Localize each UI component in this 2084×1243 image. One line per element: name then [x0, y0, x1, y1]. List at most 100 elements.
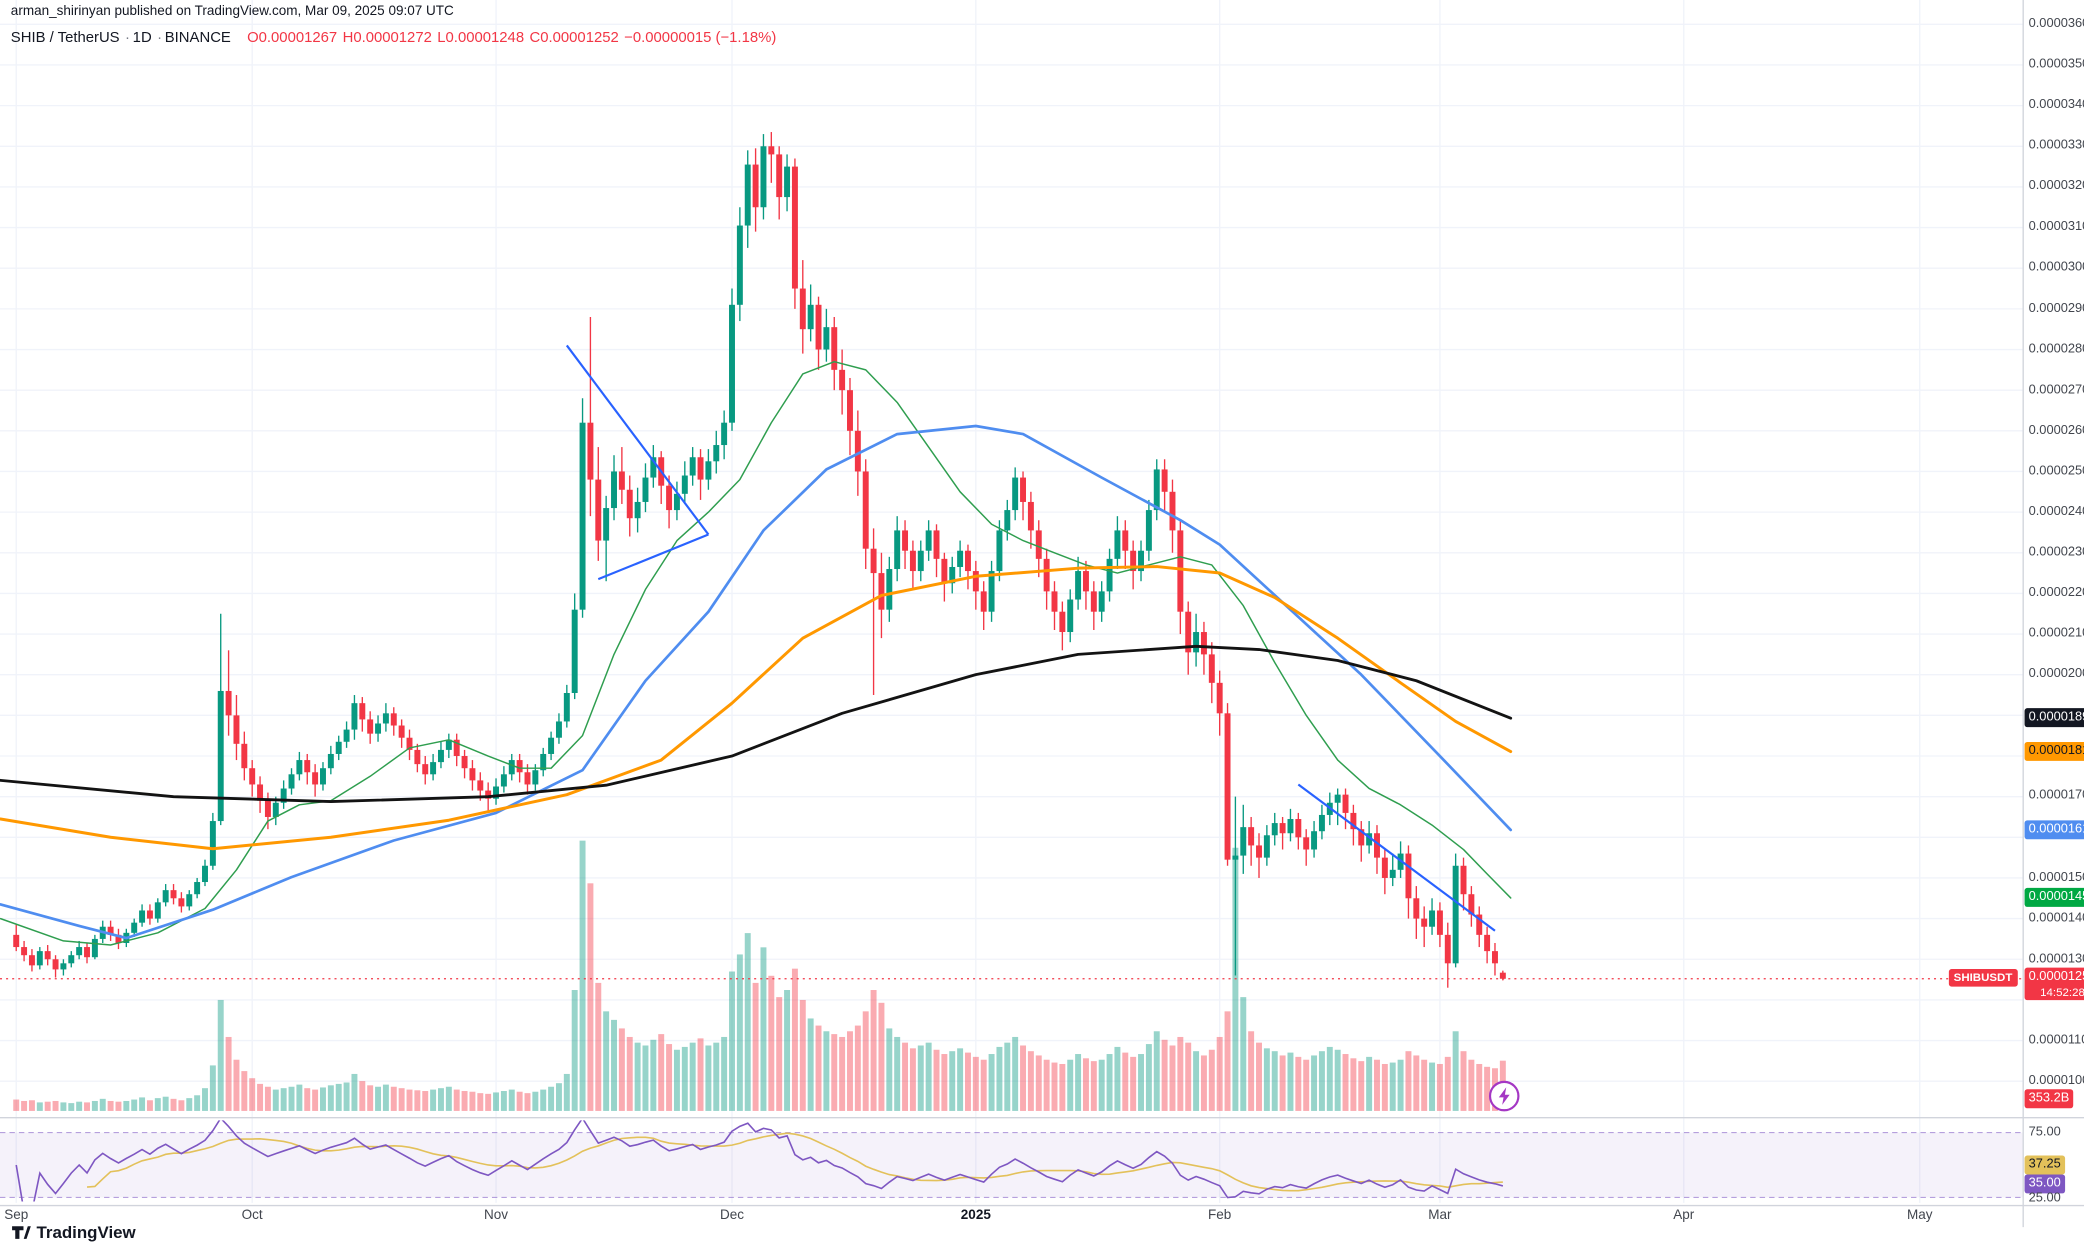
volume-bar [862, 1011, 869, 1111]
chart-legend: SHIB / TetherUS · 1D · BINANCE O0.000012… [11, 30, 782, 46]
candle [280, 788, 287, 803]
volume-bar [1224, 1011, 1231, 1111]
candle [1279, 823, 1286, 834]
candle [516, 760, 523, 773]
volume-bar [1193, 1051, 1200, 1111]
candle [351, 703, 358, 730]
time-axis-label: Mar [1428, 1208, 1452, 1224]
volume-bar [1106, 1054, 1113, 1111]
candle [249, 768, 256, 785]
price-axis-label: 0.00003300 [2028, 138, 2084, 154]
volume-bar [618, 1028, 625, 1111]
candle [1499, 972, 1506, 979]
volume-bar [422, 1091, 429, 1111]
candle [445, 739, 452, 750]
interval-label[interactable]: 1D [132, 29, 152, 46]
volume-bar [1082, 1058, 1089, 1111]
current-price-badge: 0.0000125214:52:28 [2024, 967, 2084, 1001]
candle [139, 910, 146, 923]
volume-bar [343, 1082, 350, 1111]
time-axis-label: Sep [4, 1208, 29, 1224]
candle [972, 571, 979, 592]
candle [548, 737, 555, 754]
candle [359, 703, 366, 720]
candle [799, 288, 806, 330]
candle [453, 739, 460, 757]
ma-fast-label: 0.00001451 [2024, 888, 2084, 908]
volume-bar [280, 1088, 287, 1111]
ohlc-low: L0.00001248 [437, 29, 525, 46]
volume-bar [335, 1083, 342, 1111]
price-axis[interactable]: 0.00003600 0.00003500 0.00003400 0.00003300… [2023, 0, 2084, 1227]
volume-bar [988, 1054, 995, 1111]
volume-bar [1436, 1063, 1443, 1111]
volume-bar [603, 1011, 610, 1111]
price-axis-label: 0.00003000 [2028, 260, 2084, 275]
candle [1295, 819, 1302, 838]
volume-badge: 353.2B [2024, 1089, 2074, 1109]
price-axis-label: 0.00002400 [2028, 504, 2084, 519]
time-axis[interactable]: Sep Oct Nov Dec 2025 Feb Mar Apr May [0, 1208, 2023, 1230]
volume-bar [477, 1093, 484, 1111]
price-axis-label: 0.00001100 [2028, 1032, 2084, 1048]
candle [1429, 910, 1436, 927]
volume-bar [1216, 1036, 1223, 1111]
candle [524, 772, 531, 785]
candle [508, 760, 515, 775]
volume-bar [933, 1049, 940, 1111]
volume-bar [634, 1042, 641, 1111]
candle [831, 327, 838, 370]
trendline[interactable] [565, 344, 710, 536]
trendline[interactable] [597, 533, 709, 581]
volume-bar [1350, 1058, 1357, 1111]
trendline[interactable] [1297, 783, 1496, 932]
tradingview-logo[interactable]: TradingView [11, 1223, 136, 1242]
volume-bar [964, 1052, 971, 1111]
candle [154, 902, 161, 919]
volume-bar [272, 1089, 279, 1111]
candle [1263, 835, 1270, 858]
price-axis-label: 0.00001300 [2028, 951, 2084, 967]
candle [202, 865, 208, 883]
volume-bar [288, 1086, 295, 1111]
candle [957, 550, 964, 567]
legend-separator: · [125, 29, 130, 46]
candle [1468, 894, 1475, 915]
volume-bar [1421, 1059, 1428, 1111]
candle [1350, 812, 1357, 830]
lightning-icon[interactable] [1488, 1080, 1520, 1112]
candle [1413, 898, 1420, 919]
volume-bar [1311, 1055, 1318, 1111]
volume-bar [170, 1098, 177, 1111]
candle [1389, 869, 1396, 878]
candle [595, 479, 602, 541]
candle [406, 737, 413, 750]
volume-bar [1145, 1044, 1152, 1111]
candle [272, 802, 279, 817]
candle [878, 573, 885, 610]
volume-bar [1177, 1036, 1184, 1111]
candle [603, 508, 610, 541]
volume-bar [870, 990, 877, 1111]
candle [1200, 632, 1207, 655]
candle [1334, 794, 1341, 803]
candle [697, 457, 704, 480]
volume-bar [28, 1100, 35, 1111]
ma-line-ma_fast_green [0, 360, 1512, 946]
candle [587, 422, 594, 480]
volume-bar [1460, 1051, 1467, 1111]
volume-bar [611, 1019, 617, 1111]
time-axis-label: Apr [1673, 1208, 1695, 1224]
price-axis-label: 0.00002600 [2028, 422, 2084, 438]
candle [1161, 469, 1168, 492]
candle [1185, 611, 1192, 653]
candle [555, 721, 562, 738]
symbol-price-tag: SHIBUSDT [1948, 969, 2018, 987]
volume-bar [44, 1101, 51, 1111]
candle [1114, 530, 1121, 559]
symbol-title[interactable]: SHIB / TetherUS [10, 29, 120, 46]
volume-bar [902, 1042, 909, 1111]
ma-line-ma_mid_blue [0, 424, 1513, 940]
